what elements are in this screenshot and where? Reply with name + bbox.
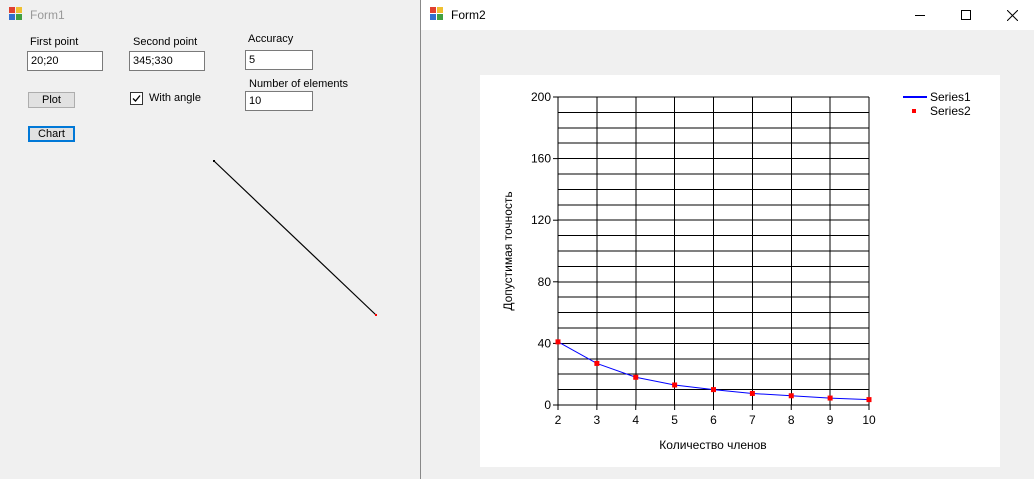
- chart-series: [555, 339, 872, 403]
- x-axis-ticks: 2 3 4 5 6 7 8 9 10: [555, 405, 876, 427]
- data-point: [711, 387, 716, 393]
- data-point: [594, 360, 600, 366]
- y-tick-label: 120: [531, 213, 551, 227]
- data-point: [827, 395, 833, 401]
- second-point-input[interactable]: 345;330: [129, 51, 205, 71]
- accuracy-label: Accuracy: [248, 33, 294, 45]
- data-point: [555, 339, 561, 345]
- close-icon: [1006, 9, 1018, 21]
- x-tick-label: 8: [788, 413, 795, 427]
- data-point: [788, 393, 794, 399]
- x-tick-label: 3: [594, 413, 601, 427]
- legend-label: Series1: [930, 90, 971, 104]
- maximize-button[interactable]: [943, 0, 989, 30]
- x-tick-label: 9: [827, 413, 834, 427]
- form-app-icon: [9, 7, 23, 21]
- y-tick-label: 0: [544, 398, 551, 412]
- minimize-icon: [915, 15, 925, 16]
- form2-title: Form2: [451, 8, 486, 22]
- with-angle-checkbox[interactable]: [130, 92, 143, 105]
- first-point-label: First point: [30, 36, 79, 48]
- form1-titlebar[interactable]: Form1: [0, 0, 420, 30]
- y-tick-label: 160: [531, 152, 551, 166]
- form1-title: Form1: [30, 8, 65, 22]
- y-tick-label: 80: [538, 275, 552, 289]
- second-point-label: Second point: [133, 36, 198, 48]
- form-app-icon: [430, 7, 444, 21]
- plot-button[interactable]: Plot: [28, 92, 75, 108]
- data-point: [672, 382, 678, 388]
- num-elements-label: Number of elements: [249, 78, 349, 90]
- legend-point-swatch: [912, 109, 916, 113]
- drawn-line: [213, 160, 377, 316]
- line-start-point: [213, 160, 215, 162]
- drawn-line-canvas: [213, 160, 377, 316]
- y-tick-label: 40: [538, 336, 552, 350]
- num-elements-input[interactable]: 10: [245, 91, 313, 111]
- y-axis-label: Допустимая точность: [501, 191, 515, 310]
- x-axis-label: Количество членов: [659, 438, 766, 452]
- legend-label: Series2: [930, 104, 971, 118]
- form2-titlebar[interactable]: Form2: [421, 0, 1034, 30]
- x-tick-label: 6: [710, 413, 717, 427]
- y-tick-label: 200: [531, 90, 551, 104]
- maximize-icon: [961, 10, 971, 20]
- form2-window: Form2 2 3 4 5 6 7 8 9 10 0 40 80 120 160 200 Количест…: [420, 0, 1034, 479]
- line-end-point: [375, 314, 377, 316]
- accuracy-input[interactable]: 5: [245, 50, 313, 70]
- chart-button[interactable]: Chart: [28, 126, 75, 142]
- x-tick-label: 2: [555, 413, 562, 427]
- data-point: [633, 374, 639, 380]
- x-tick-label: 7: [749, 413, 756, 427]
- form1-window: Form1 First point 20;20 Second point 345…: [0, 0, 420, 479]
- x-tick-label: 4: [632, 413, 639, 427]
- chart: 2 3 4 5 6 7 8 9 10 0 40 80 120 160 200 Количество чле…: [501, 90, 971, 452]
- data-point: [749, 390, 755, 396]
- chart-grid: [557, 96, 870, 406]
- close-button[interactable]: [989, 0, 1034, 30]
- data-point: [866, 397, 872, 403]
- minimize-button[interactable]: [897, 0, 943, 30]
- first-point-input[interactable]: 20;20: [27, 51, 103, 71]
- x-tick-label: 5: [671, 413, 678, 427]
- x-tick-label: 10: [862, 413, 876, 427]
- checkmark-icon: [132, 95, 141, 102]
- with-angle-label: With angle: [149, 92, 201, 104]
- y-axis-ticks: 0 40 80 120 160 200: [531, 90, 558, 412]
- chart-panel: 2 3 4 5 6 7 8 9 10 0 40 80 120 160 200 Количество чле…: [480, 75, 1000, 467]
